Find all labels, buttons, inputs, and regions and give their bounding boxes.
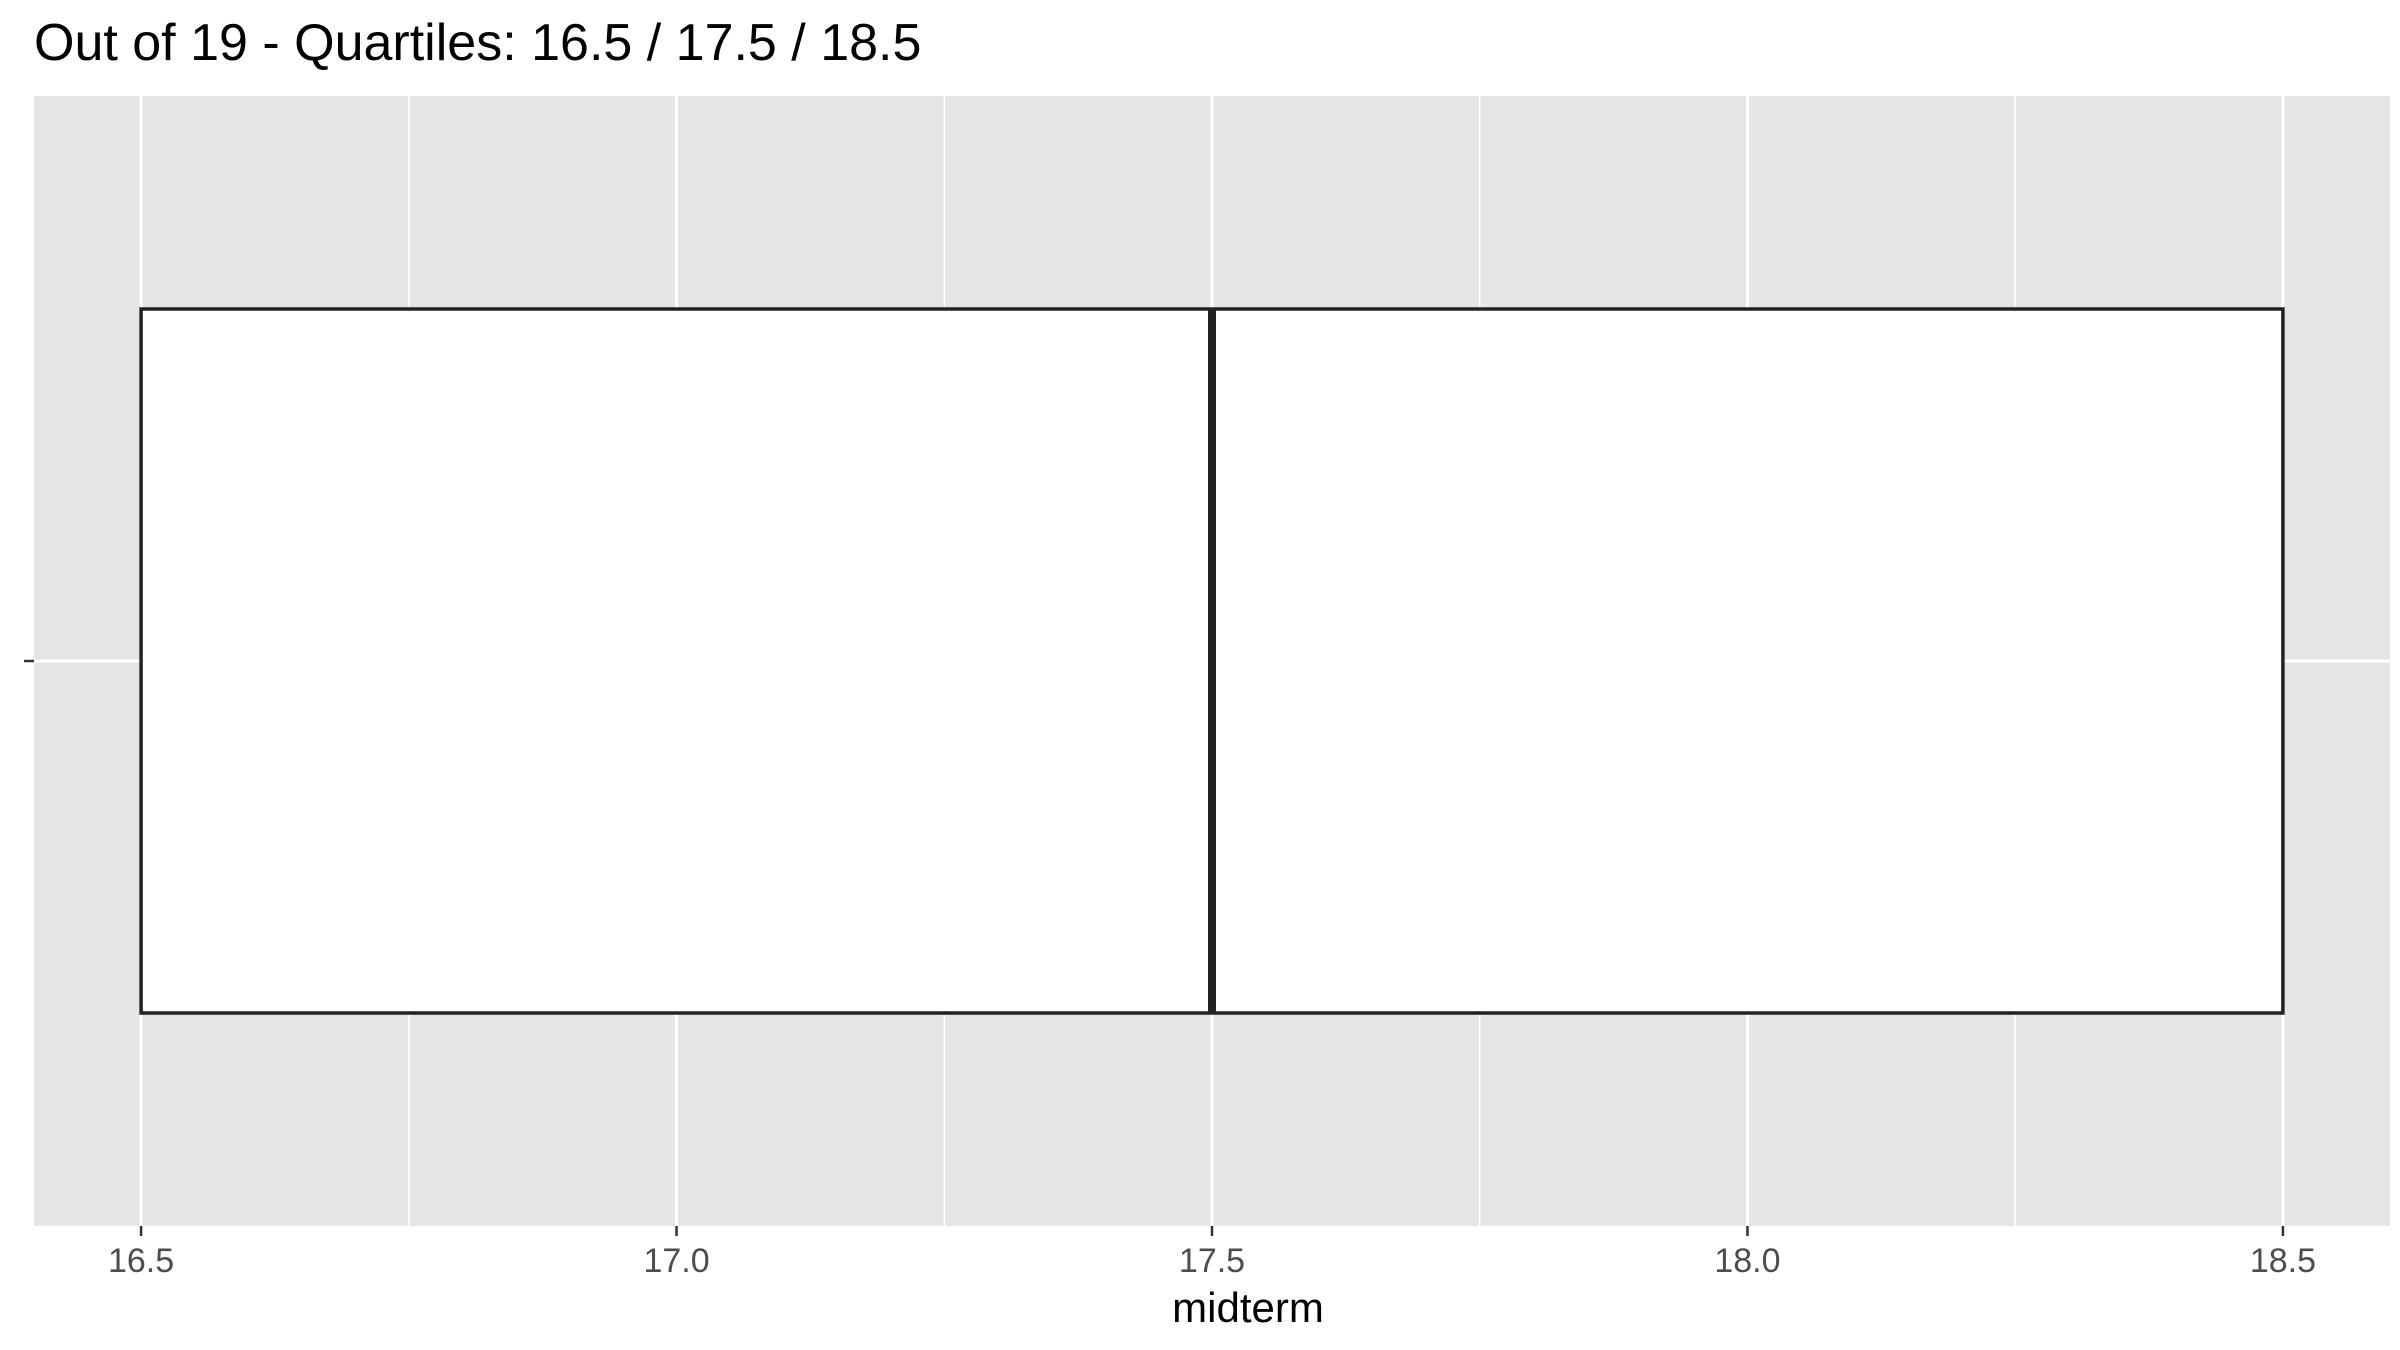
x-tick-label: 17.0 [643, 1242, 709, 1280]
boxes-layer [139, 307, 2285, 1015]
chart-title: Out of 19 - Quartiles: 16.5 / 17.5 / 18.… [34, 14, 921, 72]
x-axis: 16.5 17.0 17.5 18.0 18.5 [24, 659, 2316, 1280]
x-tick-label: 18.5 [2250, 1242, 2316, 1280]
x-tick-label: 17.5 [1179, 1242, 1245, 1280]
x-tick-label: 16.5 [108, 1242, 174, 1280]
x-tick-label: 18.0 [1714, 1242, 1780, 1280]
x-axis-title: midterm [1172, 1284, 1324, 1331]
